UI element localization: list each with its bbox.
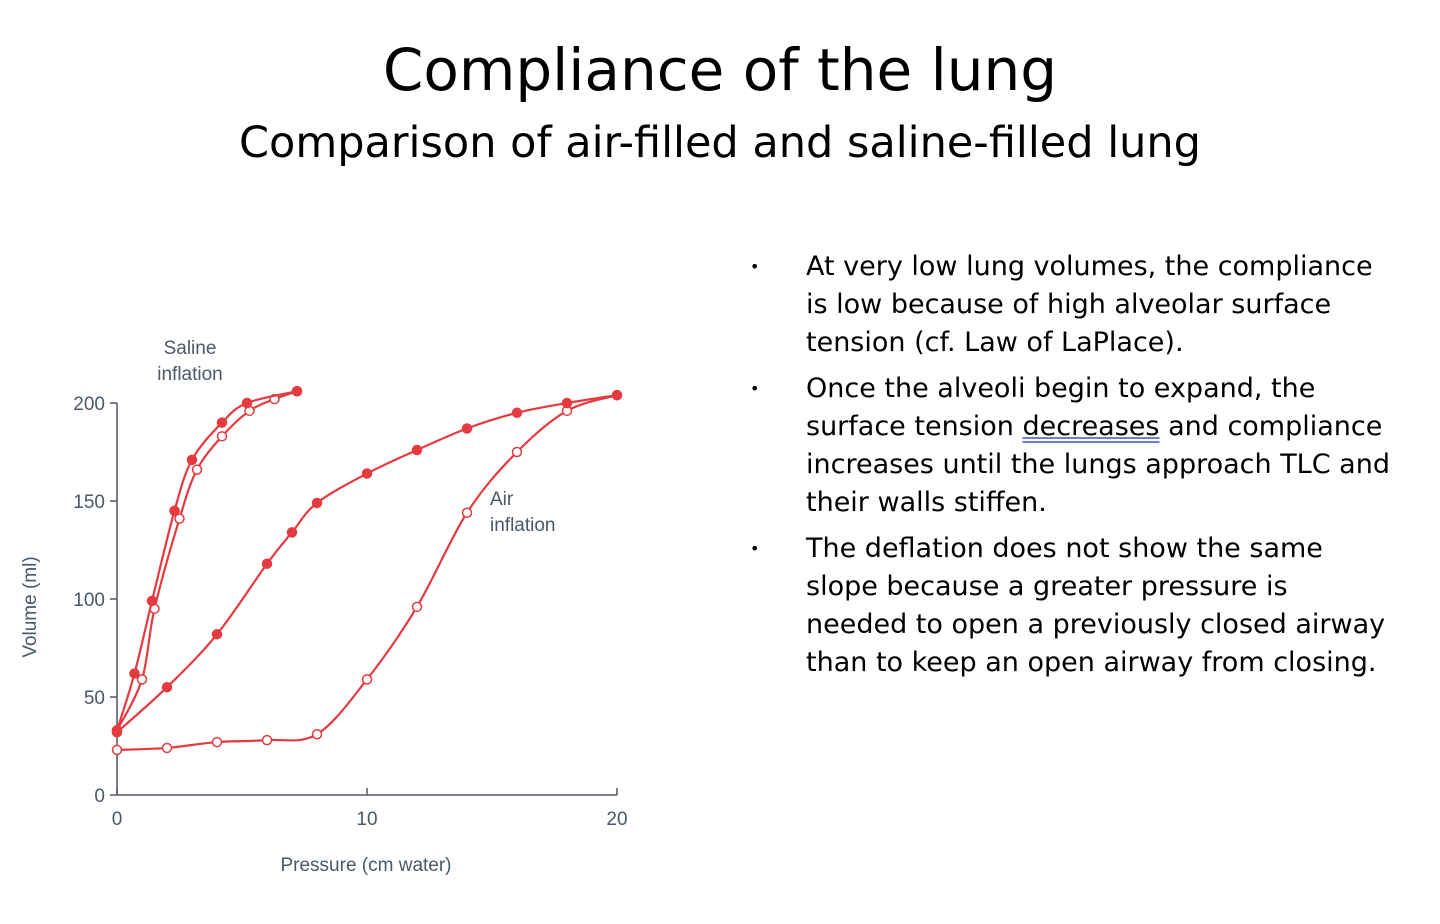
bullet-text: and compliance increases until the lungs… [806, 411, 1390, 518]
y-tick-label: 50 [84, 688, 105, 709]
x-tick-label: 20 [606, 809, 627, 830]
data-point [136, 674, 148, 685]
curve [115, 390, 298, 731]
curve [116, 394, 618, 752]
bullet-text: Once the alveoli begin to expand, the su… [806, 373, 1316, 442]
data-point [216, 431, 228, 442]
data-point [216, 417, 228, 428]
y-tick-label: 0 [94, 786, 105, 807]
data-point [411, 444, 423, 456]
data-point [174, 513, 185, 524]
annotation: Saline inflation [157, 338, 223, 385]
data-point [169, 505, 180, 517]
y-tick-label: 200 [73, 394, 105, 415]
data-point [211, 629, 223, 640]
data-point [191, 464, 203, 475]
title: Compliance of the lung [382, 36, 1058, 104]
data-point [511, 446, 523, 458]
data-point [361, 674, 373, 685]
data-point [286, 527, 298, 538]
data-point [311, 728, 323, 740]
bullet: The deflation does not show the same slo… [750, 530, 1390, 682]
data-point [211, 736, 223, 748]
data-point [291, 385, 303, 397]
y-tick-label: 150 [73, 492, 105, 513]
data-point [146, 595, 158, 607]
data-point [161, 681, 173, 693]
data-point [241, 397, 253, 409]
x-axis-label: Pressure (cm water) [280, 855, 451, 876]
bullet-text: The deflation does not show the same slo… [806, 533, 1386, 678]
bullet-text: At very low lung volumes, the compliance… [806, 251, 1373, 358]
annotation: Air inflation [490, 489, 556, 536]
data-point [129, 668, 140, 679]
data-point [461, 507, 473, 519]
data-point [361, 468, 373, 479]
bullet: At very low lung volumes, the compliance… [750, 248, 1390, 362]
data-point [261, 734, 273, 746]
y-axis-label: Volume (ml) [20, 556, 41, 657]
data-point [611, 389, 623, 401]
data-point [161, 742, 173, 754]
bullet-list: At very low lung volumes, the compliance… [750, 248, 1390, 690]
data-point [561, 397, 573, 409]
y-tick-label: 100 [73, 590, 105, 611]
data-point [261, 558, 273, 569]
bullet-text: decreases [1022, 411, 1160, 442]
data-point [186, 454, 198, 466]
data-point [461, 423, 473, 434]
bullet: Once the alveoli begin to expand, the su… [750, 370, 1390, 522]
x-tick-label: 10 [356, 809, 377, 830]
subtitle: Comparison of air-filled and saline-fill… [239, 118, 1201, 168]
data-point [411, 601, 423, 613]
data-point [311, 497, 323, 509]
data-point [111, 744, 123, 756]
data-point [111, 725, 123, 736]
data-point [511, 407, 523, 419]
x-tick-label: 0 [112, 809, 123, 830]
